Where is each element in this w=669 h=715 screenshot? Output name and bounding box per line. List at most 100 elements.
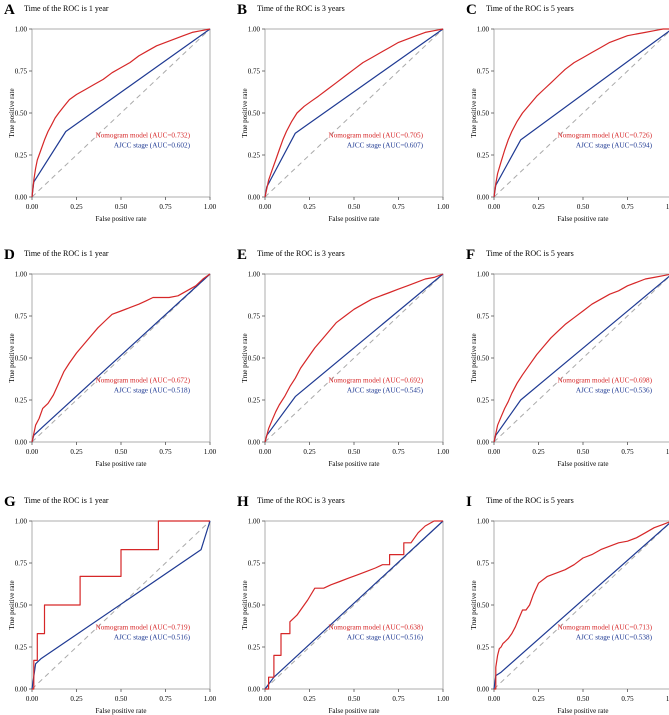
- reference-diagonal: [264, 273, 444, 443]
- x-tick-label: 0.00: [488, 695, 501, 703]
- chart-title: Time of the ROC is 5 years: [486, 249, 574, 258]
- y-tick-label: 0.25: [477, 397, 490, 405]
- y-axis-label: True positive rate: [8, 333, 16, 382]
- x-axis-label: False positive rate: [329, 460, 380, 468]
- y-tick-label: 0.50: [15, 602, 28, 610]
- legend-entry-nomogram: Nomogram model (AUC=0.705): [329, 131, 424, 139]
- x-tick-label: 0.50: [115, 695, 128, 703]
- y-axis-label: True positive rate: [470, 88, 478, 137]
- chart-title: Time of the ROC is 5 years: [486, 496, 574, 505]
- legend-entry-ajcc: AJCC stage (AUC=0.602): [114, 141, 191, 149]
- x-axis-label: False positive rate: [96, 460, 147, 468]
- legend-entry-nomogram: Nomogram model (AUC=0.713): [558, 623, 653, 631]
- y-tick-label: 0.75: [15, 68, 28, 76]
- y-tick-label: 0.00: [15, 439, 28, 447]
- roc-panel-f: F Time of the ROC is 5 years 0.00 0.25 0.50 0…: [466, 247, 669, 468]
- y-tick-label: 0.75: [477, 560, 490, 568]
- y-tick-label: 0.25: [477, 644, 490, 652]
- reference-diagonal: [493, 276, 669, 443]
- panel-label: E: [237, 247, 247, 263]
- y-tick-label: 0.25: [248, 644, 261, 652]
- roc-panel-a: A Time of the ROC is 1 year 0.00 0.25 0.50 0.…: [4, 2, 217, 223]
- x-tick-label: 0.25: [70, 695, 83, 703]
- chart-title: Time of the ROC is 5 years: [486, 4, 574, 13]
- y-tick-label: 1.00: [477, 271, 490, 279]
- x-axis-label: False positive rate: [558, 460, 609, 468]
- roc-panel-b: B Time of the ROC is 3 years 0.00 0.25 0.50 0…: [237, 2, 450, 223]
- y-tick-label: 0.25: [15, 644, 28, 652]
- y-tick-label: 1.00: [248, 26, 261, 34]
- chart-title: Time of the ROC is 1 year: [24, 496, 109, 505]
- legend-entry-nomogram: Nomogram model (AUC=0.638): [329, 623, 424, 631]
- series-line-nomogram: [264, 28, 444, 198]
- y-tick-label: 0.00: [477, 686, 490, 694]
- legend-entry-nomogram: Nomogram model (AUC=0.672): [96, 376, 191, 384]
- y-tick-label: 0.50: [248, 602, 261, 610]
- y-tick-label: 1.00: [15, 518, 28, 526]
- x-tick-label: 0.25: [70, 448, 83, 456]
- panel-label: C: [466, 2, 477, 18]
- series-line-nomogram: [32, 520, 210, 690]
- legend-entry-ajcc: AJCC stage (AUC=0.545): [347, 386, 424, 394]
- reference-diagonal: [31, 273, 211, 443]
- y-axis-label: True positive rate: [8, 580, 16, 629]
- panel-label: I: [466, 494, 472, 510]
- legend-entry-ajcc: AJCC stage (AUC=0.516): [114, 633, 191, 641]
- x-tick-label: 0.75: [392, 448, 405, 456]
- x-tick-label: 0.75: [621, 448, 634, 456]
- y-tick-label: 1.00: [477, 26, 490, 34]
- y-tick-label: 0.25: [248, 397, 261, 405]
- y-tick-label: 0.75: [15, 560, 28, 568]
- x-tick-label: 0.00: [259, 448, 272, 456]
- y-tick-label: 1.00: [248, 271, 261, 279]
- x-axis-label: False positive rate: [329, 707, 380, 715]
- x-tick-label: 0.25: [303, 695, 316, 703]
- y-axis-label: True positive rate: [470, 580, 478, 629]
- x-tick-label: 0.75: [392, 203, 405, 211]
- x-tick-label: 0.75: [621, 203, 634, 211]
- y-tick-label: 0.25: [15, 152, 28, 160]
- reference-diagonal: [31, 28, 211, 198]
- y-tick-label: 0.50: [248, 355, 261, 363]
- legend-entry-ajcc: AJCC stage (AUC=0.536): [576, 386, 653, 394]
- y-tick-label: 0.50: [15, 355, 28, 363]
- legend-entry-ajcc: AJCC stage (AUC=0.516): [347, 633, 424, 641]
- chart-title: Time of the ROC is 1 year: [24, 249, 109, 258]
- legend-entry-ajcc: AJCC stage (AUC=0.518): [114, 386, 191, 394]
- y-tick-label: 0.00: [477, 194, 490, 202]
- legend-entry-ajcc: AJCC stage (AUC=0.594): [576, 141, 653, 149]
- panel-label: D: [4, 247, 15, 263]
- x-tick-label: 0.00: [259, 203, 272, 211]
- y-tick-label: 0.00: [15, 686, 28, 694]
- legend-entry-nomogram: Nomogram model (AUC=0.732): [96, 131, 191, 139]
- y-tick-label: 0.75: [248, 313, 261, 321]
- y-tick-label: 1.00: [477, 518, 490, 526]
- x-tick-label: 0.00: [259, 695, 272, 703]
- reference-diagonal: [493, 523, 669, 690]
- x-tick-label: 1.00: [204, 448, 217, 456]
- x-axis-label: False positive rate: [96, 215, 147, 223]
- y-tick-label: 0.50: [477, 355, 490, 363]
- x-tick-label: 1.00: [666, 695, 669, 703]
- x-tick-label: 0.00: [488, 448, 501, 456]
- roc-panel-e: E Time of the ROC is 3 years 0.00 0.25 0.50 0…: [237, 247, 450, 468]
- legend-entry-nomogram: Nomogram model (AUC=0.692): [329, 376, 424, 384]
- y-tick-label: 1.00: [15, 271, 28, 279]
- x-tick-label: 1.00: [437, 695, 450, 703]
- y-axis-label: True positive rate: [241, 333, 249, 382]
- y-tick-label: 0.00: [15, 194, 28, 202]
- legend-entry-ajcc: AJCC stage (AUC=0.607): [347, 141, 424, 149]
- x-tick-label: 0.25: [532, 448, 545, 456]
- x-tick-label: 0.00: [26, 695, 39, 703]
- roc-panel-d: D Time of the ROC is 1 year 0.00 0.25 0.50 0.…: [4, 247, 217, 468]
- x-tick-label: 0.25: [303, 203, 316, 211]
- chart-title: Time of the ROC is 3 years: [257, 496, 345, 505]
- legend-entry-nomogram: Nomogram model (AUC=0.698): [558, 376, 653, 384]
- y-tick-label: 1.00: [248, 518, 261, 526]
- y-tick-label: 0.50: [15, 110, 28, 118]
- y-tick-label: 0.50: [477, 110, 490, 118]
- x-tick-label: 1.00: [666, 448, 669, 456]
- y-tick-label: 0.75: [15, 313, 28, 321]
- y-tick-label: 0.00: [248, 194, 261, 202]
